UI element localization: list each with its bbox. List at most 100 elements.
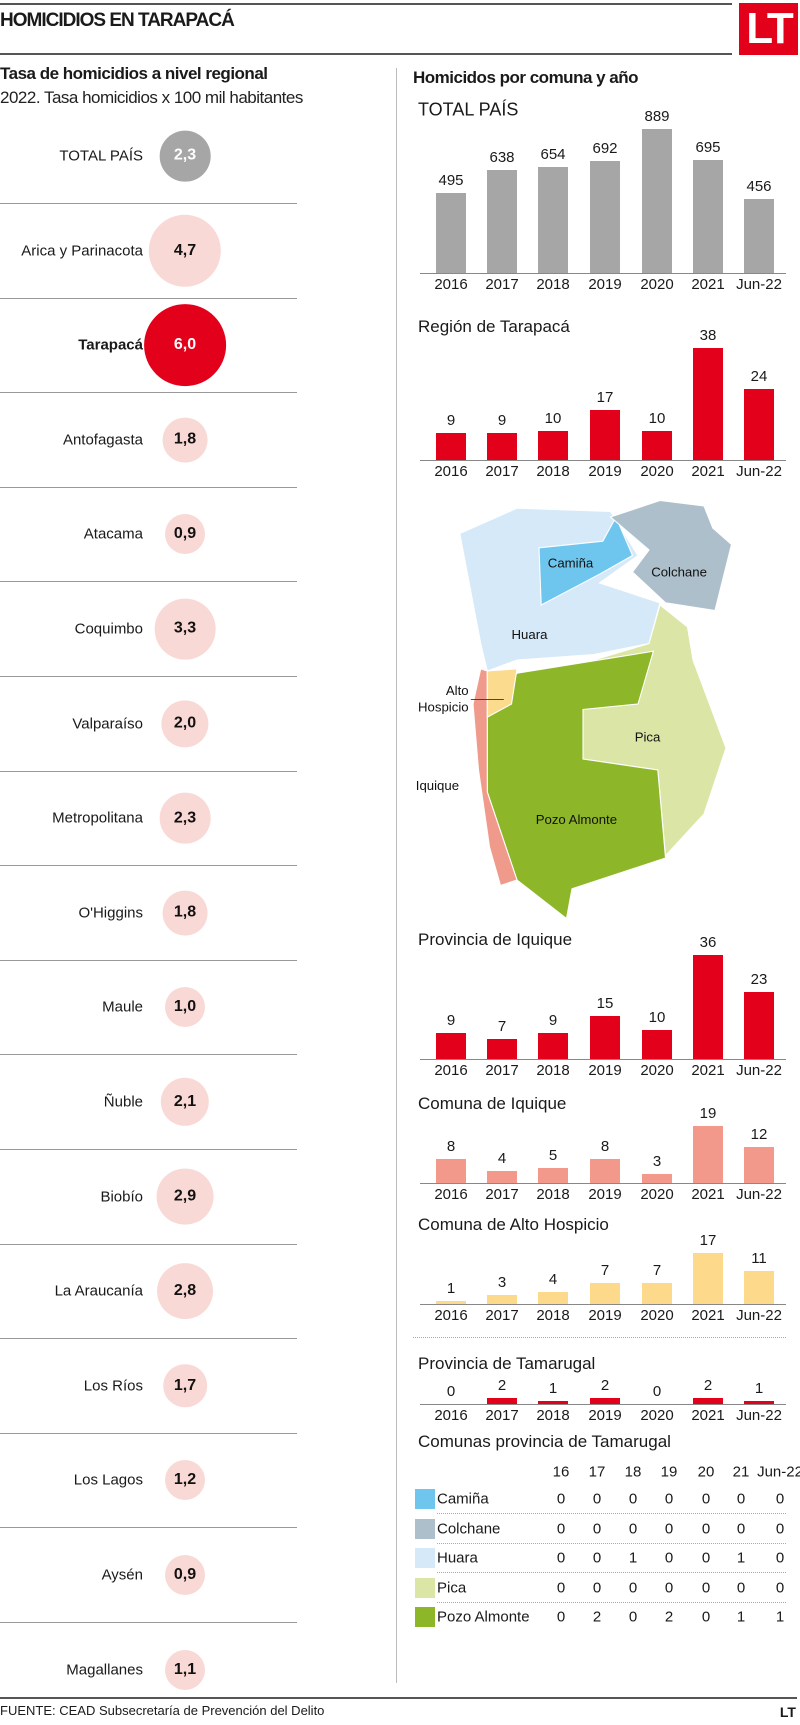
bar-value-label: 692	[592, 139, 618, 157]
bar	[436, 1301, 466, 1304]
bar	[693, 160, 723, 273]
column-header: 16	[552, 1463, 570, 1481]
table-cell: 0	[556, 1579, 566, 1596]
table-cell: 0	[556, 1490, 566, 1508]
bar	[538, 1032, 568, 1059]
bar-value-label: 0	[652, 1383, 662, 1400]
rate-bubble: 6,0	[144, 304, 226, 387]
rate-bubble: 0,9	[165, 1555, 205, 1595]
bar-value-label: 2	[703, 1377, 713, 1394]
x-tick-label: 2017	[485, 1407, 519, 1424]
bar-value-label: 1	[446, 1280, 456, 1297]
bar	[538, 430, 568, 460]
x-tick-label: 2021	[691, 1307, 725, 1324]
bar	[487, 433, 517, 460]
bar-value-label: 8	[446, 1138, 456, 1155]
chart-title: Comuna de Iquique	[418, 1094, 567, 1113]
bar-value-label: 17	[596, 388, 614, 406]
row-divider	[0, 1432, 297, 1434]
table-cell: 0	[736, 1579, 746, 1596]
chart-baseline	[420, 273, 786, 274]
bar-value-label: 7	[652, 1262, 662, 1279]
bar-value-label: 2	[600, 1377, 610, 1394]
bar-value-label: 10	[648, 1009, 666, 1026]
bar-value-label: 11	[751, 1250, 767, 1267]
bar-value-label: 36	[699, 933, 717, 951]
bar-value-label: 8	[600, 1138, 610, 1155]
column-header: 19	[660, 1463, 678, 1481]
region-label: Arica y Parinacota	[21, 242, 143, 260]
table-cell: 0	[701, 1579, 711, 1596]
bar-value-label: 3	[497, 1274, 507, 1291]
x-tick-label: Jun-22	[736, 1307, 782, 1324]
region-label: Coquimbo	[74, 620, 143, 638]
left-subtitle: 2022. Tasa homicidios x 100 mil habitant…	[0, 88, 303, 107]
bar	[538, 1168, 568, 1183]
bar-value-label: 7	[497, 1017, 507, 1035]
chart-title: Provincia de Iquique	[418, 930, 573, 949]
x-tick-label: 2021	[691, 463, 725, 480]
rate-bubble: 2,3	[159, 792, 211, 844]
chart-title: Región de Tarapacá	[418, 317, 570, 336]
bar	[642, 1283, 672, 1304]
row-divider	[0, 297, 297, 299]
header-rule	[0, 53, 732, 55]
region-label: Magallanes	[66, 1661, 143, 1679]
label-camina: Camiña	[548, 556, 594, 571]
bar	[693, 1126, 723, 1183]
column-header: Jun-22	[757, 1463, 800, 1481]
right-title: Homicidos por comuna y año	[413, 68, 639, 87]
table-cell: 0	[628, 1520, 638, 1537]
bar	[487, 1171, 517, 1183]
table-cell: 0	[775, 1579, 785, 1596]
bar-value-label: 23	[750, 971, 768, 989]
row-divider	[0, 959, 297, 961]
row-divider	[437, 1572, 786, 1573]
table-cell: 2	[592, 1608, 602, 1626]
bar	[744, 1401, 774, 1404]
table-cell: 0	[592, 1520, 602, 1537]
row-divider	[0, 581, 297, 583]
table-cell: 0	[556, 1549, 566, 1567]
bar-value-label: 654	[540, 146, 566, 164]
x-tick-label: 2021	[691, 1186, 725, 1203]
label-huara: Huara	[511, 627, 548, 642]
row-divider	[0, 392, 297, 394]
table-cell: 0	[664, 1579, 674, 1596]
bar	[487, 1038, 517, 1059]
bar-value-label: 38	[699, 326, 717, 344]
region-label: Los Ríos	[83, 1377, 143, 1395]
rate-bubble: 4,7	[148, 214, 222, 287]
bar-value-label: 10	[648, 409, 666, 427]
bar-value-label: 3	[652, 1153, 662, 1170]
bar	[744, 389, 774, 460]
table-cell: 0	[736, 1490, 746, 1508]
x-tick-label: Jun-22	[736, 1062, 782, 1079]
section-divider	[413, 1337, 786, 1338]
region-label: O'Higgins	[78, 904, 143, 922]
table-cell: 1	[736, 1549, 746, 1567]
row-label: Huara	[437, 1549, 478, 1567]
region-label: Valparaíso	[72, 715, 143, 733]
bar	[642, 128, 672, 273]
footer-source: FUENTE: CEAD Subsecretaría de Prevención…	[0, 1703, 325, 1718]
page-title: HOMICIDIOS EN TARAPACÁ	[0, 10, 235, 31]
x-tick-label: 2019	[588, 1307, 622, 1324]
x-tick-label: 2019	[588, 1186, 622, 1203]
table-cell: 0	[775, 1549, 785, 1567]
x-tick-label: 2020	[640, 463, 674, 480]
bar-value-label: 15	[596, 994, 614, 1012]
chart-title: TOTAL PAÍS	[418, 99, 519, 120]
row-label: Camiña	[437, 1490, 489, 1508]
row-divider	[0, 865, 297, 867]
region-label: Antofagasta	[62, 431, 143, 449]
bar-value-label: 9	[548, 1011, 558, 1029]
table-cell: 0	[628, 1608, 638, 1626]
bar	[744, 1147, 774, 1183]
x-tick-label: 2017	[485, 1062, 519, 1079]
column-divider	[396, 68, 397, 1683]
rate-bubble: 2,8	[157, 1263, 213, 1320]
x-tick-label: 2016	[434, 1307, 468, 1324]
bar-value-label: 10	[544, 409, 562, 427]
